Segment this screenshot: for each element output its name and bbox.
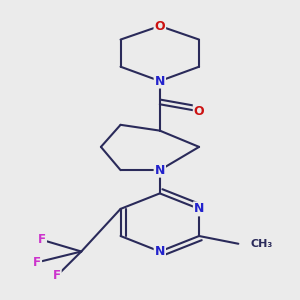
Text: N: N — [154, 74, 165, 88]
Text: N: N — [194, 202, 204, 215]
Text: F: F — [53, 269, 61, 282]
Text: O: O — [194, 105, 204, 118]
Text: N: N — [154, 164, 165, 177]
Text: O: O — [154, 20, 165, 32]
Text: N: N — [154, 245, 165, 258]
Text: F: F — [38, 233, 46, 246]
Text: CH₃: CH₃ — [250, 239, 273, 249]
Text: F: F — [33, 256, 41, 269]
